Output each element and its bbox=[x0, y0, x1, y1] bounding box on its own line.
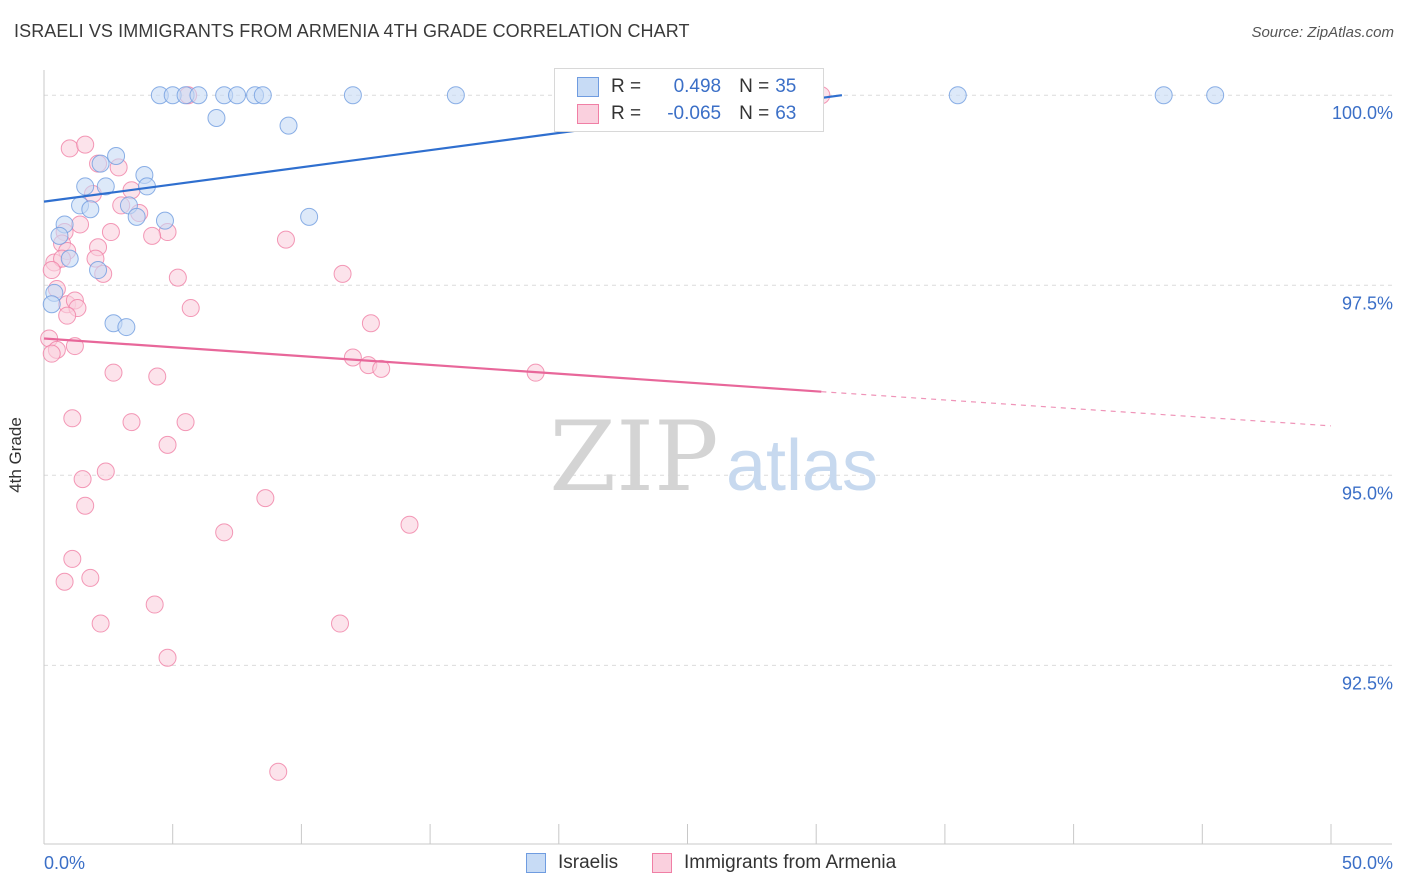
israelis-legend-label: Israelis bbox=[558, 852, 619, 873]
watermark: ZIP atlas bbox=[549, 401, 878, 513]
israelis-point bbox=[207, 109, 226, 128]
legend-row-israelis: R = 0.498 N = 35 bbox=[577, 75, 796, 99]
armenia-point bbox=[256, 489, 275, 508]
israelis-point bbox=[1154, 86, 1173, 105]
stats-legend: R = 0.498 N = 35 R = -0.065 N = 63 bbox=[554, 68, 824, 132]
armenia-point bbox=[148, 367, 167, 386]
armenia-point bbox=[63, 549, 82, 568]
watermark-zip: ZIP bbox=[549, 401, 718, 513]
axes bbox=[43, 70, 1392, 845]
armenia-point bbox=[372, 359, 391, 378]
armenia-point bbox=[331, 614, 350, 633]
israelis-point bbox=[279, 116, 298, 135]
tick-labels: 100.0% 97.5% 95.0% 92.5% 0.0% 50.0% bbox=[44, 103, 1393, 873]
r-label: R = bbox=[611, 76, 642, 97]
armenia-point bbox=[181, 299, 200, 318]
armenia-point bbox=[76, 496, 95, 515]
armenia-legend-swatch bbox=[652, 853, 672, 873]
israelis-swatch bbox=[577, 77, 599, 97]
armenia-point bbox=[101, 223, 120, 242]
armenia-trend-extension bbox=[821, 391, 1332, 427]
legend-item-armenia[interactable]: Immigrants from Armenia bbox=[652, 852, 896, 874]
israelis-point bbox=[96, 177, 115, 196]
y-tick-label: 97.5% bbox=[1342, 293, 1393, 313]
source-credit: Source: ZipAtlas.com bbox=[1251, 24, 1394, 41]
israelis-point bbox=[89, 261, 108, 280]
armenia-swatch bbox=[577, 104, 599, 124]
armenia-point bbox=[333, 264, 352, 283]
n-label: N = bbox=[739, 76, 770, 97]
gridlines bbox=[44, 94, 1392, 666]
israelis-point bbox=[50, 226, 69, 245]
armenia-point bbox=[145, 595, 164, 614]
israelis-point bbox=[107, 147, 126, 166]
armenia-point bbox=[63, 409, 82, 428]
legend-item-israelis[interactable]: Israelis bbox=[526, 852, 618, 874]
armenia-point bbox=[96, 462, 115, 481]
armenia-point bbox=[400, 515, 419, 534]
armenia-point bbox=[73, 470, 92, 489]
trend-lines bbox=[43, 94, 1332, 427]
israelis-r-value: 0.498 bbox=[673, 76, 722, 97]
israelis-point bbox=[228, 86, 247, 105]
armenia-trend-line bbox=[43, 337, 822, 393]
armenia-point bbox=[158, 648, 177, 667]
israelis-point bbox=[948, 86, 967, 105]
israelis-point bbox=[446, 86, 465, 105]
israelis-point bbox=[343, 86, 362, 105]
israelis-legend-swatch bbox=[526, 853, 546, 873]
israelis-point bbox=[81, 200, 100, 219]
armenia-point bbox=[343, 348, 362, 367]
armenia-point bbox=[361, 314, 380, 333]
armenia-point bbox=[76, 135, 95, 154]
armenia-r-value: -0.065 bbox=[667, 103, 722, 124]
series-legend: Israelis Immigrants from Armenia bbox=[0, 852, 1406, 878]
armenia-point bbox=[122, 413, 141, 432]
israelis-point bbox=[42, 295, 61, 314]
israelis-point bbox=[91, 154, 110, 173]
armenia-n-value: 63 bbox=[775, 103, 797, 124]
armenia-point bbox=[42, 261, 61, 280]
armenia-point bbox=[91, 614, 110, 633]
armenia-point bbox=[58, 306, 77, 325]
armenia-point bbox=[276, 230, 295, 249]
chart-title: ISRAELI VS IMMIGRANTS FROM ARMENIA 4TH G… bbox=[14, 21, 690, 41]
israelis-point bbox=[76, 177, 95, 196]
watermark-atlas: atlas bbox=[726, 426, 878, 506]
x-tick-label-max: 50.0% bbox=[1342, 853, 1393, 873]
israelis-point bbox=[155, 211, 174, 230]
y-tick-label: 95.0% bbox=[1342, 483, 1393, 503]
israelis-point bbox=[117, 318, 136, 337]
armenia-point bbox=[158, 435, 177, 454]
armenia-point bbox=[42, 344, 61, 363]
armenia-point bbox=[143, 226, 162, 245]
armenia-point bbox=[81, 568, 100, 587]
israelis-point bbox=[60, 249, 79, 268]
israelis-point bbox=[127, 207, 146, 226]
israelis-n-value: 35 bbox=[775, 76, 797, 97]
armenia-point bbox=[55, 572, 74, 591]
armenia-point bbox=[104, 363, 123, 382]
armenia-point bbox=[168, 268, 187, 287]
israelis-point bbox=[253, 86, 272, 105]
israelis-point bbox=[300, 207, 319, 226]
y-tick-label: 92.5% bbox=[1342, 673, 1393, 693]
x-tick-label-min: 0.0% bbox=[44, 853, 85, 873]
y-tick-label: 100.0% bbox=[1332, 103, 1393, 123]
armenia-point bbox=[176, 413, 195, 432]
armenia-point bbox=[215, 523, 234, 542]
legend-row-armenia: R = -0.065 N = 63 bbox=[577, 102, 796, 126]
israelis-point bbox=[1206, 86, 1225, 105]
armenia-point bbox=[71, 215, 90, 234]
armenia-point bbox=[60, 139, 79, 158]
n-label: N = bbox=[739, 103, 770, 124]
armenia-point bbox=[269, 762, 288, 781]
armenia-legend-label: Immigrants from Armenia bbox=[684, 852, 897, 873]
r-label: R = bbox=[611, 103, 642, 124]
israelis-point bbox=[189, 86, 208, 105]
